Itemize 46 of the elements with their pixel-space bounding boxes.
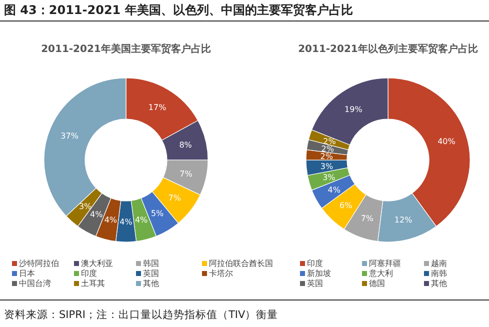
chart-title: 2011-2021年以色列主要军贸客户占比: [298, 43, 478, 55]
data-label: 19%: [344, 105, 363, 114]
data-label: 17%: [148, 103, 167, 112]
legend-label: 阿拉伯联合酋长国: [209, 259, 273, 268]
legend-label: 德国: [369, 279, 385, 288]
legend-label: 沙特阿拉伯: [19, 259, 59, 268]
data-label: 7%: [180, 169, 193, 178]
data-label: 2%: [320, 152, 334, 162]
legend-label: 意大利: [368, 269, 393, 278]
data-label: 4%: [120, 218, 133, 226]
data-label: 3%: [78, 202, 92, 212]
data-label: 2%: [323, 136, 336, 146]
data-label: 4%: [134, 216, 148, 225]
data-label: 8%: [179, 140, 192, 150]
legend-label: 其他: [143, 279, 159, 288]
data-label: 7%: [168, 194, 182, 203]
data-label: 12%: [394, 216, 413, 225]
legend-label: 阿塞拜疆: [369, 259, 401, 268]
legend-label: 中国台湾: [19, 279, 51, 288]
data-label: 3%: [320, 162, 334, 171]
legend-label: 印度: [307, 259, 323, 268]
legend-label: 印度: [81, 269, 97, 278]
data-label: 37%: [60, 132, 79, 141]
legend-label: 其他: [431, 279, 447, 288]
legend-label: 澳大利亚: [81, 259, 113, 268]
legend-label: 英国: [143, 269, 159, 278]
legend-label: 韩国: [143, 259, 159, 268]
data-label: 4%: [90, 210, 104, 219]
data-label: 3%: [322, 173, 336, 182]
data-label: 5%: [150, 208, 164, 218]
legend-label: 英国: [307, 279, 323, 288]
legend-label: 新加坡: [307, 269, 331, 278]
text: 资料来源：SIPRI；注：出口量以趋势指标值（TIV）衡量: [4, 308, 278, 321]
legend-label: 南韩: [431, 269, 447, 278]
legend-label: 日本: [19, 269, 35, 278]
data-label: 4%: [104, 216, 118, 225]
chart-title: 2011-2021年美国主要军贸客户占比: [41, 43, 211, 55]
legend-label: 土耳其: [81, 279, 105, 288]
data-label: 4%: [328, 186, 341, 195]
data-label: 2%: [321, 144, 334, 154]
data-label: 6%: [340, 200, 353, 210]
data-label: 40%: [438, 136, 456, 146]
data-label: 7%: [360, 214, 374, 223]
legend-label: 卡塔尔: [209, 269, 233, 278]
caption: 图 43：2011-2021 年美国、以色列、中国的主要军贸客户占比: [4, 3, 353, 17]
legend-label: 越南: [431, 259, 447, 268]
